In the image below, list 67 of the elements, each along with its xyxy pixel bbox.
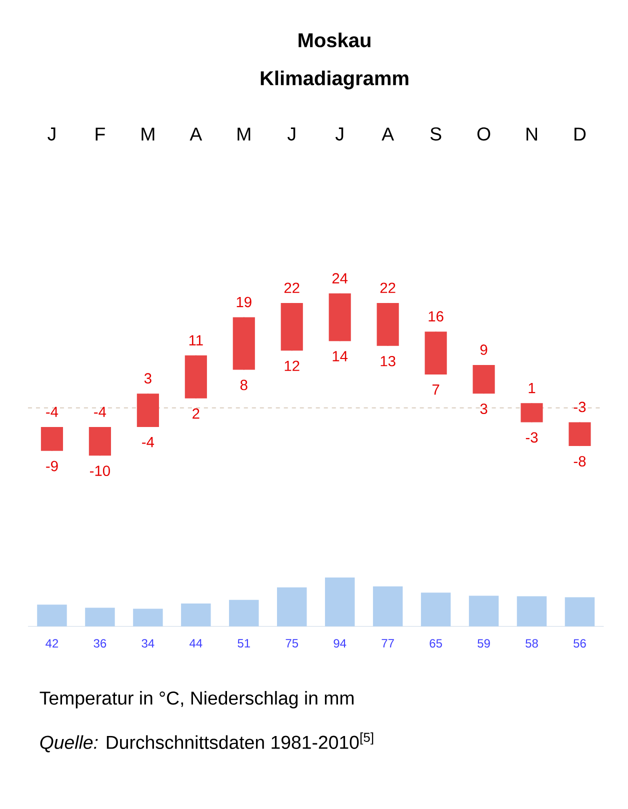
x-tick-label: O xyxy=(478,127,490,141)
bar xyxy=(325,578,355,626)
bar xyxy=(37,604,67,626)
annotation: -4 xyxy=(46,406,58,417)
annotation: 9 xyxy=(480,344,488,355)
text: 22 xyxy=(284,282,300,293)
bar xyxy=(277,587,307,626)
annotation: 14 xyxy=(332,351,348,362)
chart-subtitle: Klimadiagramm xyxy=(261,70,408,90)
bar xyxy=(373,586,403,626)
annotation: 16 xyxy=(428,311,444,322)
data-label: 44 xyxy=(190,639,202,648)
annotation: 3 xyxy=(480,404,488,414)
candlestick xyxy=(41,426,64,452)
text: 22 xyxy=(380,282,396,293)
annotation: -4 xyxy=(94,406,106,417)
data-label: 34 xyxy=(142,639,154,648)
x-tick-label: J xyxy=(288,128,296,141)
annotation: 13 xyxy=(380,356,396,366)
annotation: -3 xyxy=(574,402,586,412)
bar xyxy=(421,592,451,626)
x-tick-label: J xyxy=(336,128,344,141)
bar xyxy=(133,608,163,626)
data-label: 59 xyxy=(478,639,490,648)
data-label: 58 xyxy=(526,639,538,648)
x-tick-label: N xyxy=(526,128,538,141)
text: Temperatur in °C, Niederschlag in mm xyxy=(40,691,354,708)
candlestick xyxy=(568,422,591,446)
x-tick-label: M xyxy=(142,128,154,141)
annotation: -8 xyxy=(574,456,586,466)
x-tick-label: A xyxy=(190,128,202,141)
bar xyxy=(85,608,115,626)
data-label: 36 xyxy=(94,639,106,648)
data-label: 42 xyxy=(46,639,58,648)
text: 24 xyxy=(332,273,348,284)
candlestick xyxy=(520,402,543,423)
data-label: 75 xyxy=(286,639,298,648)
annotation: -4 xyxy=(142,437,154,448)
annotation: 7 xyxy=(432,384,440,395)
x-tick-label: A xyxy=(382,128,394,141)
x-tick-label: S xyxy=(430,127,442,141)
x-tick-label: J xyxy=(48,128,56,141)
data-label: 94 xyxy=(334,639,346,648)
data-label: 77 xyxy=(382,639,394,648)
annotation: 8 xyxy=(240,380,248,390)
annotation: 19 xyxy=(236,296,252,308)
annotation: 2 xyxy=(192,408,200,419)
x-tick-label: M xyxy=(238,128,250,141)
bar xyxy=(565,597,595,626)
annotation: 11 xyxy=(190,335,203,346)
annotation: 12 xyxy=(284,360,300,371)
annotation: -9 xyxy=(46,460,58,472)
bar xyxy=(469,596,499,626)
bar xyxy=(229,600,259,626)
annotation: -3 xyxy=(526,432,538,443)
annotation: 3 xyxy=(144,373,152,384)
data-label: 65 xyxy=(430,639,442,648)
annotation: -10 xyxy=(90,466,110,476)
x-tick-label: D xyxy=(574,128,586,141)
bar xyxy=(181,604,211,626)
text: Quelle: Durchschnittsdaten 1981-2010$^{[5]}$ xyxy=(40,732,374,752)
bar xyxy=(517,596,547,626)
data-label: 56 xyxy=(574,639,586,648)
data-label: 51 xyxy=(238,639,250,648)
annotation: 1 xyxy=(528,383,536,394)
chart-title: Moskau xyxy=(298,32,371,48)
x-tick-label: F xyxy=(96,128,106,141)
